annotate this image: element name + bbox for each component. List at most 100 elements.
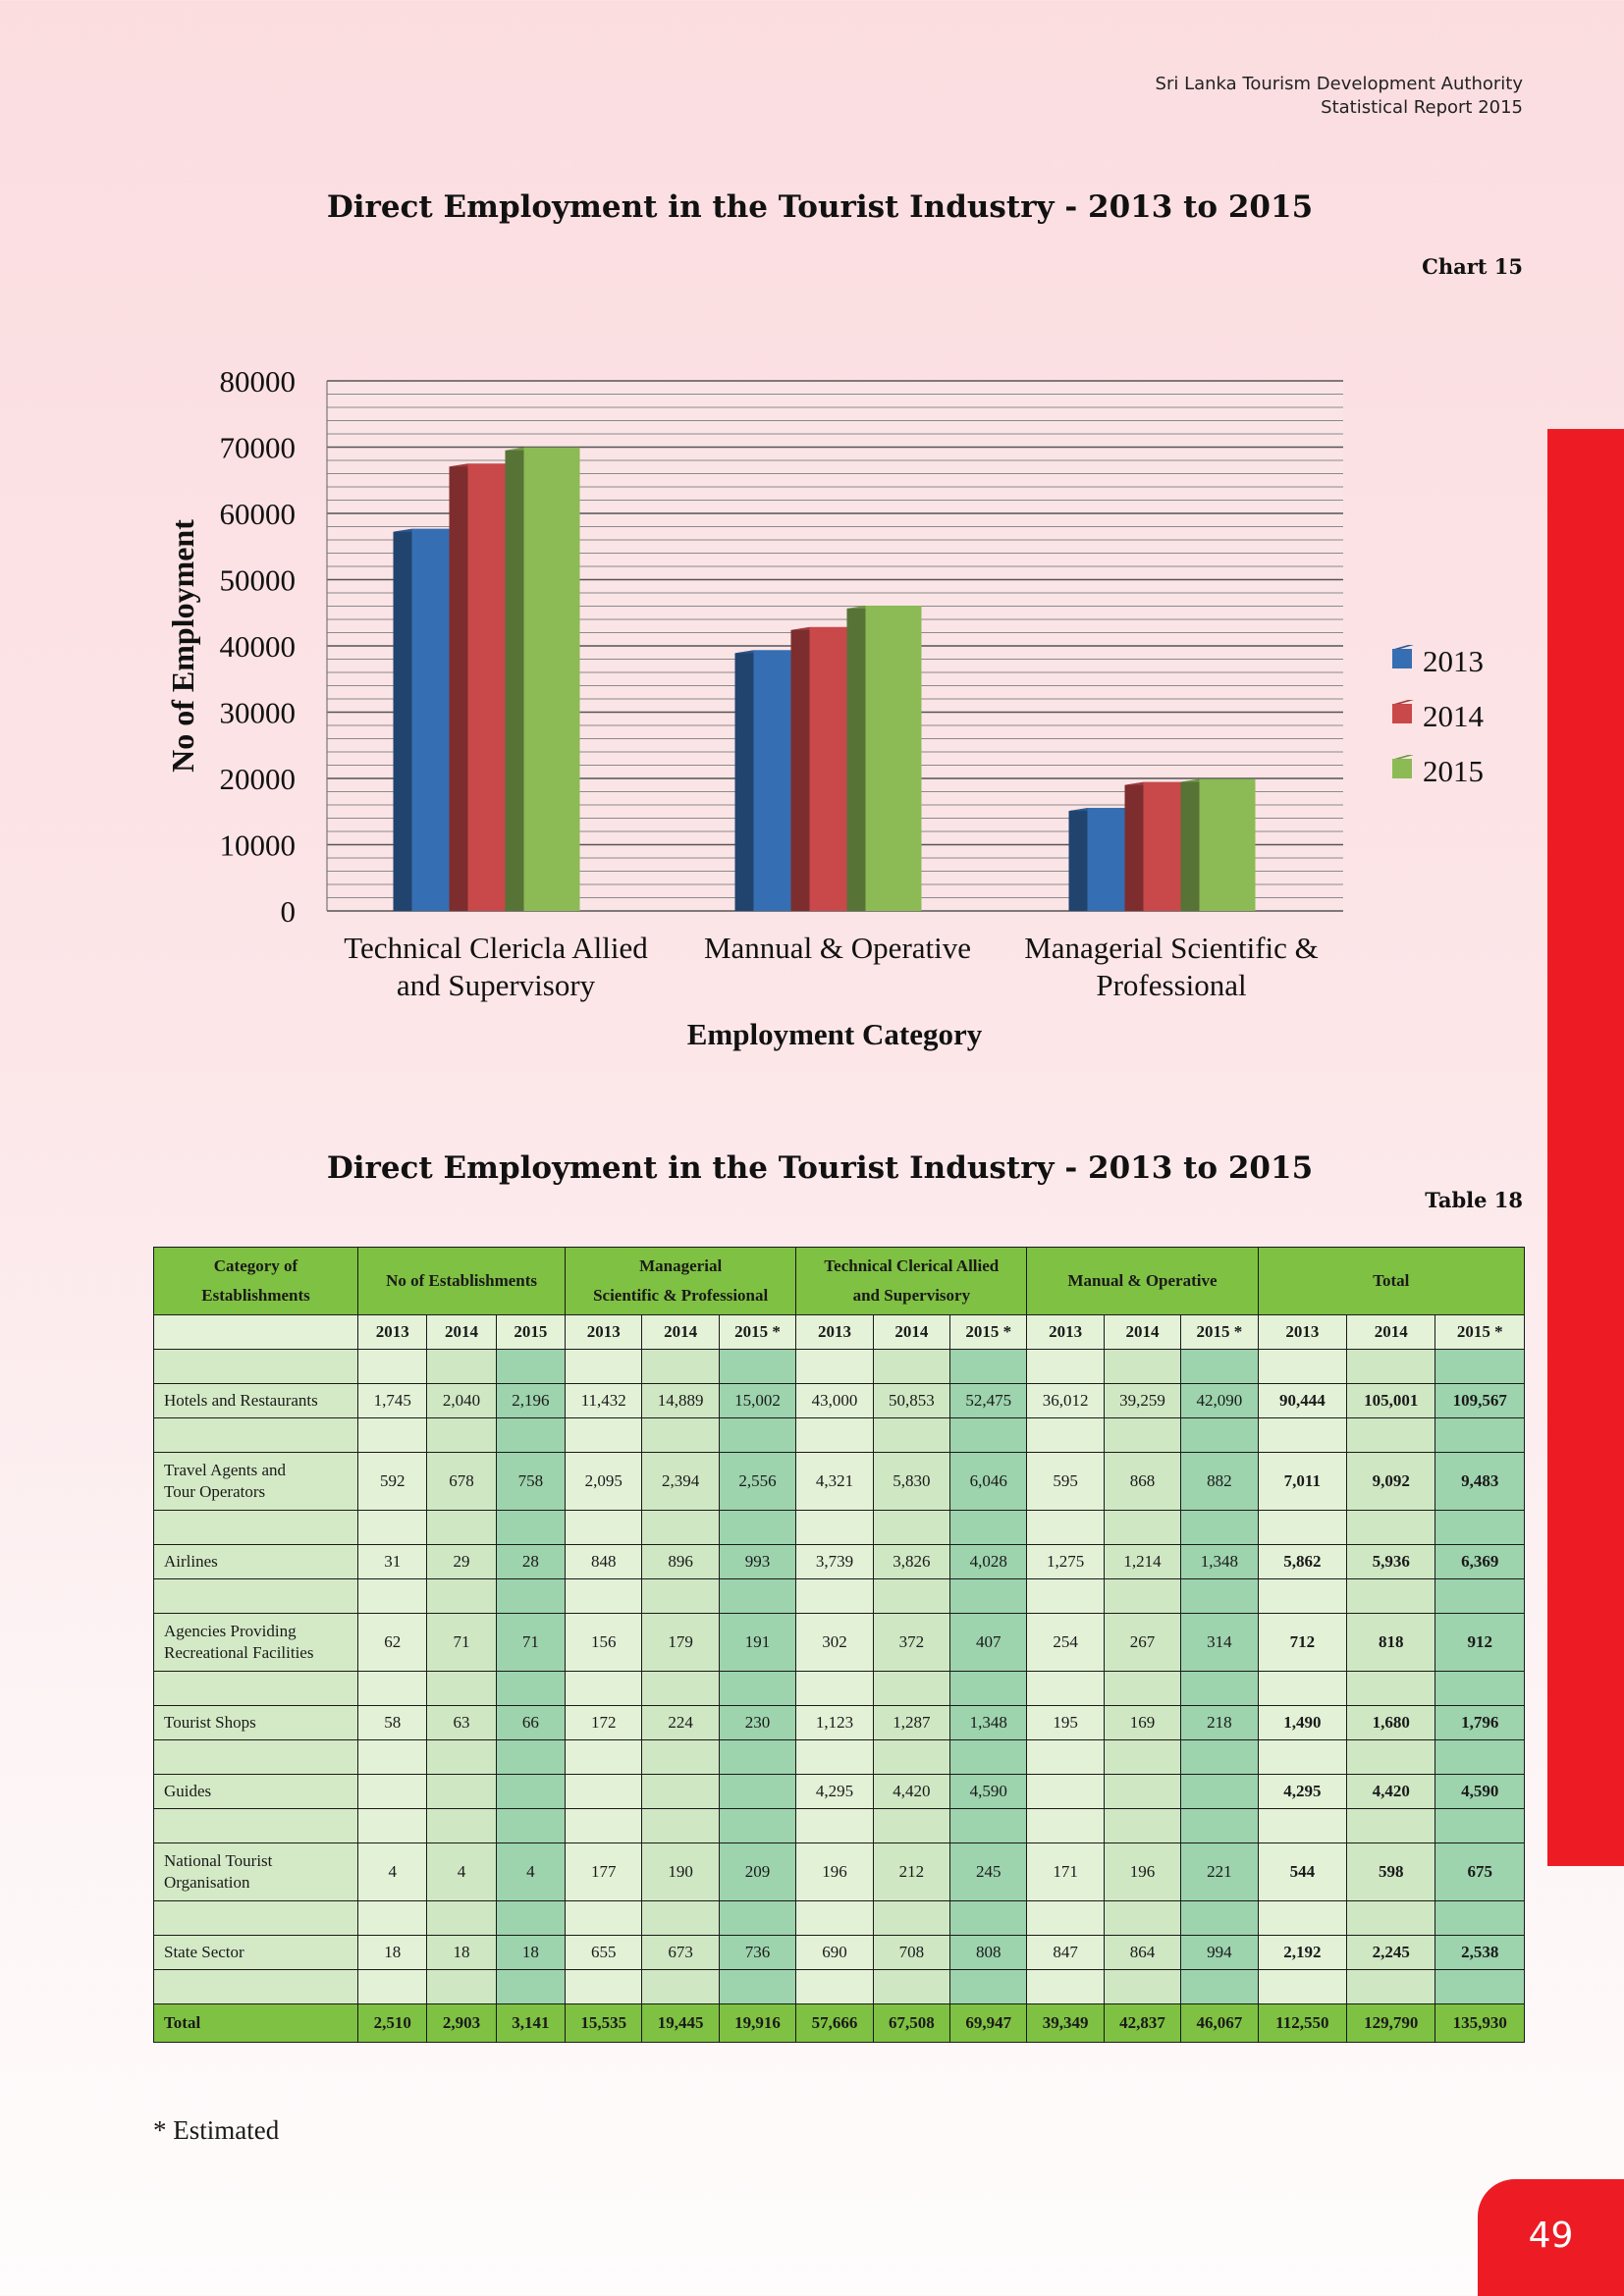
year-header-cell: 2013: [357, 1314, 428, 1350]
spacer-cell: [795, 1739, 874, 1775]
value-cell: 1,287: [872, 1705, 951, 1740]
spacer-cell: [152, 1900, 359, 1936]
value-cell: 407: [949, 1613, 1028, 1672]
spacer-cell: [495, 1739, 567, 1775]
spacer-cell: [1026, 1969, 1105, 2004]
category-text: Travel Agents and: [164, 1461, 287, 1479]
spacer-cell: [1257, 1969, 1348, 2004]
value-cell: 2,538: [1435, 1935, 1525, 1970]
spacer-cell: [949, 1510, 1028, 1545]
spacer-cell: [1435, 1417, 1525, 1453]
value-cell: 758: [495, 1452, 567, 1511]
spacer-cell: [718, 1808, 797, 1843]
spacer-cell: [1435, 1808, 1525, 1843]
total-value-cell: 135,930: [1435, 2003, 1525, 2043]
spacer-cell: [426, 1808, 497, 1843]
value-cell: 14,889: [641, 1383, 720, 1418]
legend-swatch-2015: [1392, 759, 1412, 778]
bar-2015: [865, 606, 922, 911]
value-cell: 1,123: [795, 1705, 874, 1740]
spacer-cell: [949, 1900, 1028, 1936]
year-header-cell: 2015 *: [949, 1314, 1028, 1350]
value-cell: 11,432: [565, 1383, 643, 1418]
year-header-cell: 2013: [1257, 1314, 1348, 1350]
value-cell: 3,826: [872, 1544, 951, 1579]
spacer-cell: [357, 1578, 428, 1614]
spacer-cell: [718, 1671, 797, 1706]
year-header-blank: [152, 1314, 359, 1350]
value-cell: 912: [1435, 1613, 1525, 1672]
category-text: Guides: [164, 1782, 212, 1800]
employment-bar-chart: 0 10000 20000 30000 40000 50000 60000 70000 8000…: [165, 364, 1485, 1051]
spacer-cell: [1257, 1417, 1348, 1453]
spacer-cell: [565, 1510, 643, 1545]
category-cell: National Tourist Organisation: [152, 1842, 359, 1901]
value-cell: 36,012: [1026, 1383, 1105, 1418]
bar-side-2013: [1068, 808, 1088, 911]
spacer-cell: [1103, 1417, 1182, 1453]
group-header-text: and Supervisory: [852, 1286, 971, 1305]
total-value-cell: 15,535: [565, 2003, 643, 2043]
legend-swatch-2014: [1392, 704, 1412, 723]
spacer-cell: [872, 1349, 951, 1384]
total-value-cell: 112,550: [1257, 2003, 1348, 2043]
table-body: Hotels and Restaurants 1,745 2,040 2,196 11,…: [152, 1349, 1525, 2043]
value-cell: 254: [1026, 1613, 1105, 1672]
group-header-text: Total: [1373, 1271, 1410, 1290]
value-cell: 673: [641, 1935, 720, 1970]
spacer-cell: [495, 1969, 567, 2004]
bar-side-2014: [1124, 781, 1144, 911]
spacer-cell: [565, 1808, 643, 1843]
value-cell: 31: [357, 1544, 428, 1579]
spacer-cell: [1103, 1808, 1182, 1843]
spacer-row: [152, 1578, 1525, 1614]
year-header-cell: 2014: [1103, 1314, 1182, 1350]
spacer-cell: [641, 1578, 720, 1614]
total-value-cell: 2,510: [357, 2003, 428, 2043]
spacer-cell: [1103, 1671, 1182, 1706]
table-title: Direct Employment in the Tourist Industr…: [326, 1150, 1314, 1186]
spacer-cell: [426, 1900, 497, 1936]
spacer-cell: [1435, 1578, 1525, 1614]
spacer-cell: [718, 1578, 797, 1614]
category-cell: State Sector: [152, 1935, 359, 1970]
bar-side-2015: [846, 606, 866, 911]
spacer-cell: [1257, 1739, 1348, 1775]
value-cell: 196: [795, 1842, 874, 1901]
table-row: Hotels and Restaurants 1,745 2,040 2,196 11,…: [152, 1383, 1525, 1418]
spacer-cell: [1180, 1349, 1259, 1384]
employment-table: Category of Establishments No of Establish…: [152, 1247, 1526, 2043]
value-cell: 736: [718, 1935, 797, 1970]
spacer-cell: [718, 1417, 797, 1453]
spacer-cell: [357, 1900, 428, 1936]
total-value-cell: 67,508: [872, 2003, 951, 2043]
spacer-cell: [1435, 1969, 1525, 2004]
value-cell: 808: [949, 1935, 1028, 1970]
y-tick-label: 50000: [220, 563, 297, 598]
value-cell: 6,046: [949, 1452, 1028, 1511]
spacer-cell: [1346, 1969, 1436, 2004]
spacer-cell: [949, 1969, 1028, 2004]
report-name: Statistical Report 2015: [1321, 97, 1523, 118]
bar-side-2015: [505, 447, 524, 911]
value-cell: 221: [1180, 1842, 1259, 1901]
year-header-cell: 2013: [1026, 1314, 1105, 1350]
value-cell: 105,001: [1346, 1383, 1436, 1418]
group-header-cell: Category of Establishments: [152, 1247, 359, 1315]
spacer-cell: [641, 1671, 720, 1706]
total-value-cell: 46,067: [1180, 2003, 1259, 2043]
spacer-cell: [426, 1417, 497, 1453]
y-tick-label: 10000: [220, 828, 297, 863]
group-header-text: Technical Clerical Allied: [824, 1256, 1000, 1275]
group-header-text: Establishments: [201, 1286, 310, 1305]
value-cell: 1,796: [1435, 1705, 1525, 1740]
spacer-cell: [357, 1671, 428, 1706]
table-row: National Tourist Organisation 4 4 4 177 190 209…: [152, 1842, 1525, 1901]
y-tick-label: 0: [281, 894, 297, 929]
group-header-text: Manual & Operative: [1067, 1271, 1218, 1290]
category-text: Organisation: [164, 1873, 250, 1892]
spacer-cell: [1257, 1900, 1348, 1936]
value-cell: 5,830: [872, 1452, 951, 1511]
category-text: Tour Operators: [164, 1482, 266, 1501]
value-cell: 1,348: [949, 1705, 1028, 1740]
